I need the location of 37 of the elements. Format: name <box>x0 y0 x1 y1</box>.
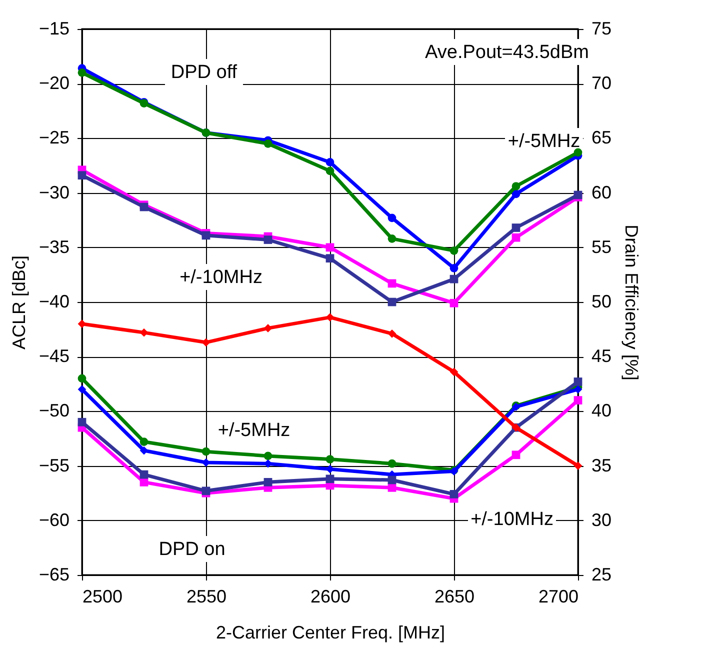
annotation: +/-5MHz <box>508 131 580 152</box>
y-tick-label: −45 <box>38 346 70 366</box>
annotation: DPD on <box>158 539 226 560</box>
x-tick-label: 2700 <box>538 586 578 606</box>
annotation: +/-10MHz <box>470 509 554 530</box>
x-tick-label: 2500 <box>82 586 123 606</box>
y2-tick-label: 40 <box>592 400 612 421</box>
y2-tick-label: 70 <box>592 73 612 94</box>
y-tick-label: −55 <box>38 455 70 476</box>
x-tick-label: 2550 <box>186 586 227 606</box>
y2-tick-label: 45 <box>592 346 612 366</box>
y-tick-label: −30 <box>38 182 70 202</box>
y-tick-label: −15 <box>38 18 70 38</box>
y-tick-label: −65 <box>38 564 70 584</box>
annotation: +/-5MHz <box>218 420 290 441</box>
y2-tick-label: 60 <box>592 182 612 202</box>
y2-tick-label: 65 <box>592 128 612 148</box>
y-tick-label: −40 <box>38 292 70 312</box>
y-tick-label: −50 <box>38 400 70 421</box>
y2-tick-label: 25 <box>592 564 612 584</box>
y-tick-label: −35 <box>38 236 70 257</box>
y-axis-title: ACLR [dBc] <box>8 255 29 350</box>
y2-tick-label: 35 <box>592 455 612 476</box>
annotation: Ave.Pout=43.5dBm <box>425 42 589 63</box>
y-tick-label: −20 <box>38 73 70 94</box>
annotation: DPD off <box>170 62 238 83</box>
y2-tick-label: 55 <box>592 236 612 257</box>
x-tick-label: 2650 <box>434 586 475 606</box>
y-tick-label: −25 <box>38 128 70 148</box>
y2-tick-label: 75 <box>592 18 612 38</box>
annotation: +/-10MHz <box>180 267 262 288</box>
y2-axis-title: Drain Efficiency [%] <box>622 224 642 380</box>
y2-tick-label: 50 <box>592 292 612 312</box>
y-tick-label: −60 <box>38 510 70 530</box>
x-tick-label: 2600 <box>310 586 351 606</box>
x-axis-title: 2-Carrier Center Freq. [MHz] <box>216 622 446 642</box>
y2-tick-label: 30 <box>592 510 612 530</box>
